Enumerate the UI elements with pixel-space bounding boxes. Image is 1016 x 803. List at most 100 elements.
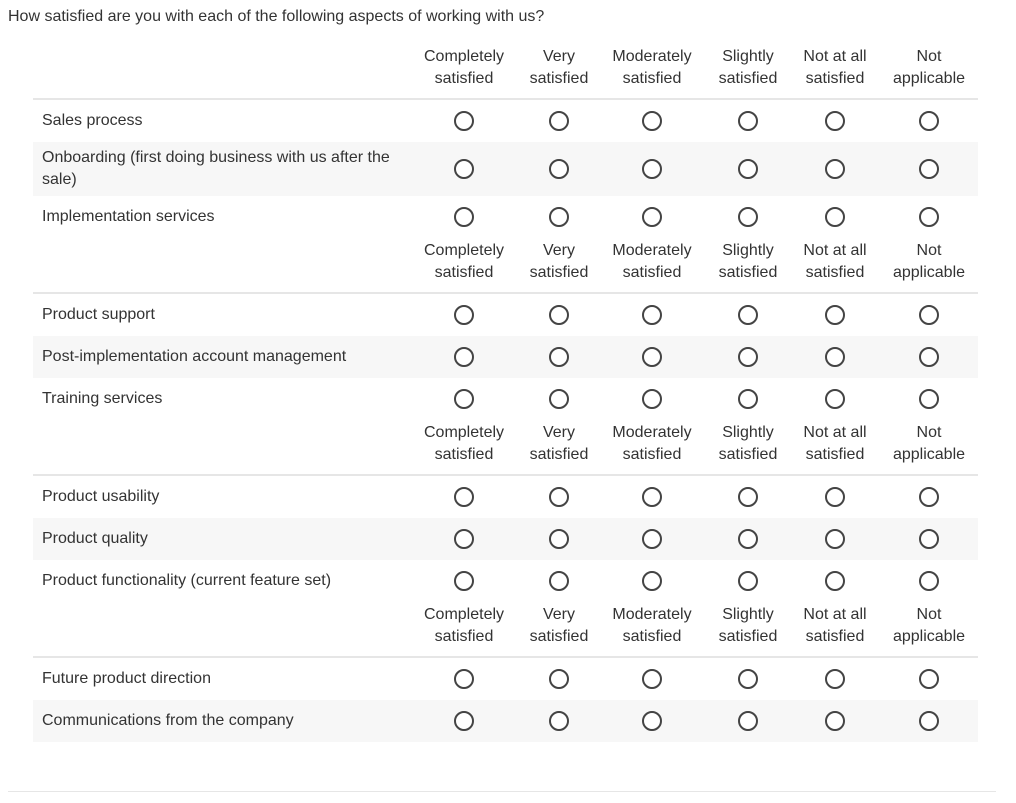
radio-option[interactable] <box>549 487 569 507</box>
radio-option[interactable] <box>825 389 845 409</box>
radio-option[interactable] <box>454 669 474 689</box>
matrix-row: Sales process <box>33 100 978 142</box>
scale-label-line: satisfied <box>805 446 865 463</box>
radio-option[interactable] <box>738 207 758 227</box>
row-label: Implementation services <box>42 208 215 225</box>
radio-option[interactable] <box>738 571 758 591</box>
radio-option[interactable] <box>454 487 474 507</box>
radio-option[interactable] <box>549 305 569 325</box>
scale-label-line: Completely <box>423 606 505 623</box>
matrix-row: Communications from the company <box>33 700 978 742</box>
scale-label-line: Completely <box>423 242 505 259</box>
scale-label-line: satisfied <box>529 628 589 645</box>
header-divider <box>33 474 978 476</box>
radio-option[interactable] <box>825 487 845 507</box>
scale-label: Moderately satisfied <box>604 46 700 90</box>
radio-option[interactable] <box>549 111 569 131</box>
radio-option[interactable] <box>825 305 845 325</box>
radio-option[interactable] <box>825 159 845 179</box>
scale-label-line: satisfied <box>622 70 682 87</box>
radio-option[interactable] <box>642 711 662 731</box>
radio-option[interactable] <box>919 347 939 367</box>
radio-option[interactable] <box>642 347 662 367</box>
radio-option[interactable] <box>919 711 939 731</box>
radio-option[interactable] <box>454 347 474 367</box>
radio-option[interactable] <box>642 305 662 325</box>
radio-option[interactable] <box>919 207 939 227</box>
radio-option[interactable] <box>738 347 758 367</box>
radio-option[interactable] <box>919 487 939 507</box>
radio-option[interactable] <box>549 347 569 367</box>
scale-label-line: applicable <box>892 446 966 463</box>
scale-label-line: Completely <box>423 48 505 65</box>
scale-label-line: Moderately <box>612 606 692 623</box>
radio-option[interactable] <box>642 111 662 131</box>
scale-label-line: satisfied <box>718 446 778 463</box>
radio-option[interactable] <box>825 669 845 689</box>
radio-option[interactable] <box>825 529 845 549</box>
radio-option[interactable] <box>642 487 662 507</box>
radio-option[interactable] <box>642 571 662 591</box>
scale-header: Completely satisfied Very satisfied Moderate… <box>33 238 978 294</box>
radio-option[interactable] <box>454 571 474 591</box>
radio-option[interactable] <box>549 529 569 549</box>
scale-label-line: Very <box>542 48 575 65</box>
radio-option[interactable] <box>919 111 939 131</box>
scale-label-line: Moderately <box>612 48 692 65</box>
radio-option[interactable] <box>642 389 662 409</box>
radio-option[interactable] <box>738 111 758 131</box>
radio-option[interactable] <box>642 159 662 179</box>
radio-option[interactable] <box>919 669 939 689</box>
radio-option[interactable] <box>549 207 569 227</box>
radio-option[interactable] <box>454 711 474 731</box>
radio-option[interactable] <box>919 389 939 409</box>
scale-label: Moderately satisfied <box>604 240 700 284</box>
radio-option[interactable] <box>549 711 569 731</box>
radio-option[interactable] <box>549 669 569 689</box>
radio-option[interactable] <box>738 159 758 179</box>
header-divider <box>33 292 978 294</box>
radio-option[interactable] <box>454 389 474 409</box>
radio-option[interactable] <box>919 159 939 179</box>
row-label: Product functionality (current feature s… <box>42 572 332 589</box>
radio-option[interactable] <box>825 571 845 591</box>
radio-option[interactable] <box>549 159 569 179</box>
radio-option[interactable] <box>454 159 474 179</box>
radio-option[interactable] <box>549 389 569 409</box>
scale-label: Not applicable <box>881 240 977 284</box>
radio-option[interactable] <box>738 669 758 689</box>
scale-label-line: Very <box>542 242 575 259</box>
radio-option[interactable] <box>738 529 758 549</box>
scale-label: Not at all satisfied <box>787 240 883 284</box>
radio-option[interactable] <box>738 711 758 731</box>
matrix-row: Product functionality (current feature s… <box>33 560 978 602</box>
radio-option[interactable] <box>738 305 758 325</box>
radio-option[interactable] <box>454 111 474 131</box>
scale-label-line: Not at all <box>803 424 867 441</box>
radio-option[interactable] <box>642 529 662 549</box>
radio-option[interactable] <box>738 487 758 507</box>
scale-label-line: satisfied <box>434 264 494 281</box>
scale-label-line: satisfied <box>529 264 589 281</box>
radio-option[interactable] <box>825 111 845 131</box>
radio-option[interactable] <box>738 389 758 409</box>
radio-option[interactable] <box>454 207 474 227</box>
radio-option[interactable] <box>549 571 569 591</box>
scale-label: Slightly satisfied <box>700 240 796 284</box>
matrix-row: Product support <box>33 294 978 336</box>
radio-option[interactable] <box>825 207 845 227</box>
radio-option[interactable] <box>825 711 845 731</box>
scale-label-line: satisfied <box>622 628 682 645</box>
radio-option[interactable] <box>642 207 662 227</box>
radio-option[interactable] <box>919 305 939 325</box>
radio-option[interactable] <box>825 347 845 367</box>
radio-option[interactable] <box>454 529 474 549</box>
scale-label-line: applicable <box>892 70 966 87</box>
radio-option[interactable] <box>919 571 939 591</box>
scale-label-line: satisfied <box>529 446 589 463</box>
matrix-row: Product usability <box>33 476 978 518</box>
radio-option[interactable] <box>919 529 939 549</box>
radio-option[interactable] <box>454 305 474 325</box>
scale-label: Not at all satisfied <box>787 604 883 648</box>
radio-option[interactable] <box>642 669 662 689</box>
